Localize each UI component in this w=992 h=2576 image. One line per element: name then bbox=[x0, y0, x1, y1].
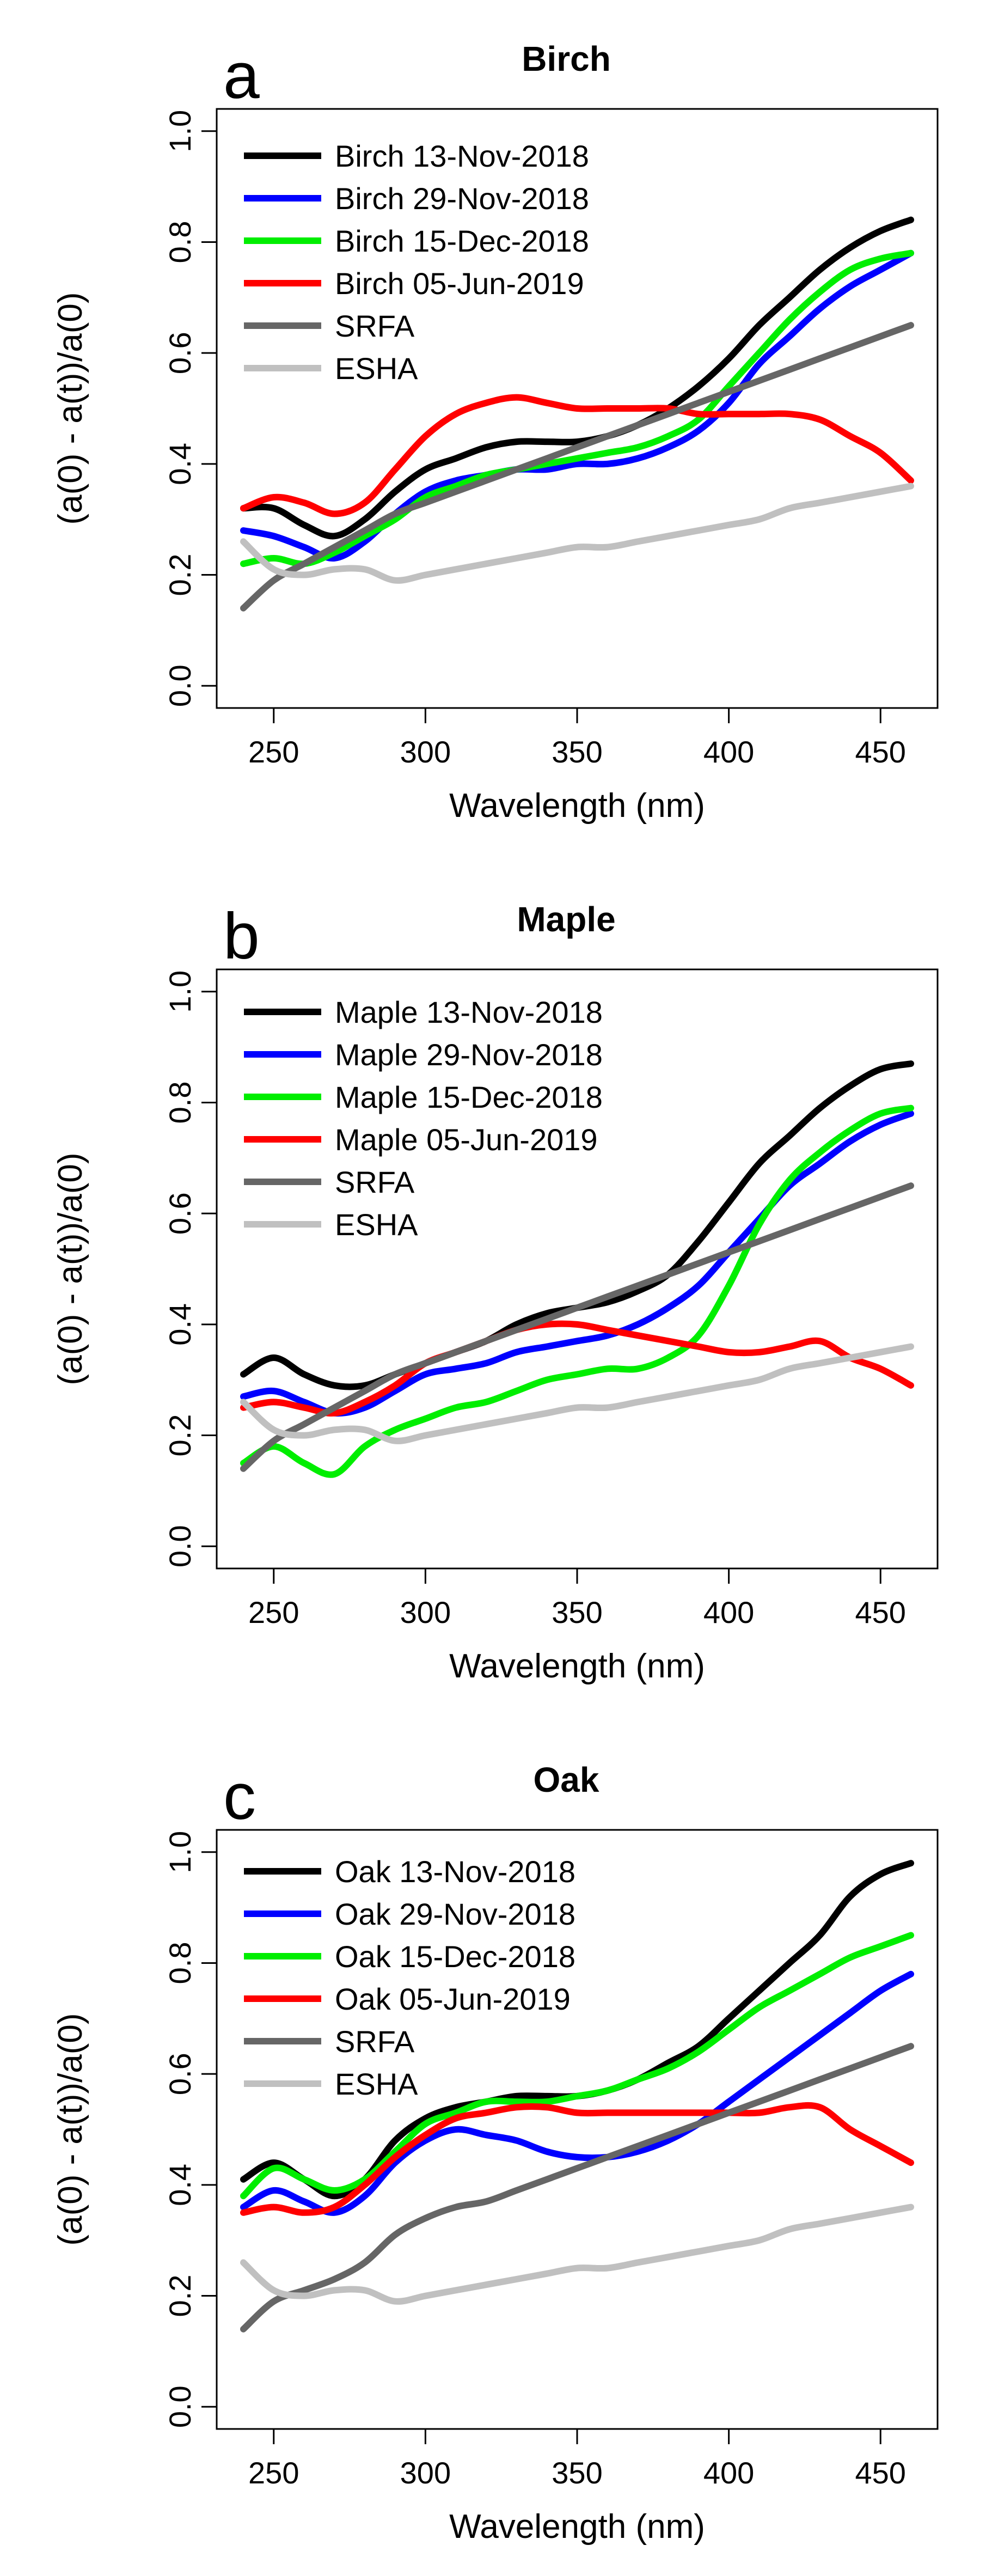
legend-label: Maple 05-Jun-2019 bbox=[335, 1122, 598, 1157]
series-line bbox=[240, 1970, 914, 2216]
x-tick-label: 300 bbox=[400, 2456, 451, 2490]
chart-panel-birch: a Birch Birch 13-Nov-2018 Birch 29-Nov-2… bbox=[52, 39, 939, 825]
legend-label: Birch 29-Nov-2018 bbox=[335, 181, 589, 216]
x-tick-label: 350 bbox=[552, 735, 602, 769]
y-tick-label: 0.2 bbox=[163, 1414, 197, 1457]
legend-label: Maple 15-Dec-2018 bbox=[335, 1080, 603, 1114]
legend: Birch 13-Nov-2018 Birch 29-Nov-2018 Birc… bbox=[244, 139, 589, 386]
plot-area: 250 300 350 400 450 0.0 0.2 0.4 0.6 0.8 1.0 bbox=[163, 1829, 939, 2490]
y-tick-label: 0.2 bbox=[163, 2275, 197, 2317]
x-axis-label: Wavelength (nm) bbox=[449, 2508, 705, 2546]
x-tick-label: 250 bbox=[248, 2456, 299, 2490]
series-line bbox=[240, 2203, 914, 2305]
legend-label: ESHA bbox=[335, 351, 418, 386]
legend-label: SRFA bbox=[335, 309, 415, 343]
legend-label: ESHA bbox=[335, 2067, 418, 2101]
legend-label: Birch 13-Nov-2018 bbox=[335, 139, 589, 173]
x-tick-label: 250 bbox=[248, 1595, 299, 1629]
legend-label: Maple 13-Nov-2018 bbox=[335, 995, 603, 1029]
legend-label: Birch 05-Jun-2019 bbox=[335, 266, 584, 301]
legend: Oak 13-Nov-2018 Oak 29-Nov-2018 Oak 15-D… bbox=[244, 1854, 575, 2101]
y-tick-label: 0.6 bbox=[163, 2053, 197, 2095]
x-axis-label: Wavelength (nm) bbox=[449, 1647, 705, 1685]
y-tick-label: 0.8 bbox=[163, 221, 197, 264]
y-tick-label: 0.0 bbox=[163, 2385, 197, 2428]
series-line bbox=[240, 1932, 914, 2200]
y-tick-label: 1.0 bbox=[163, 970, 197, 1013]
series-line bbox=[240, 249, 914, 567]
x-tick-label: 400 bbox=[703, 1595, 754, 1629]
panel-letter: a bbox=[223, 39, 260, 112]
legend-label: Maple 29-Nov-2018 bbox=[335, 1037, 603, 1072]
plot-area: 250 300 350 400 450 0.0 0.2 0.4 0.6 0.8 1.0 bbox=[163, 968, 939, 1629]
chart-panel-maple: b Maple Maple 13-Nov-2018 Maple 29-Nov-2… bbox=[52, 900, 939, 1685]
series-line bbox=[240, 1110, 914, 1417]
legend-label: SRFA bbox=[335, 1165, 415, 1199]
series-line bbox=[240, 483, 914, 584]
y-axis-label: (a(0) - a(t))/a(0) bbox=[52, 292, 89, 524]
panel-letter: c bbox=[223, 1760, 256, 1833]
y-tick-label: 0.8 bbox=[163, 1082, 197, 1124]
x-tick-label: 350 bbox=[552, 1595, 602, 1629]
y-tick-label: 1.0 bbox=[163, 110, 197, 152]
y-tick-label: 0.4 bbox=[163, 443, 197, 485]
chart-panel-oak: c Oak Oak 13-Nov-2018 Oak 29-Nov-2018 Oa… bbox=[52, 1760, 939, 2546]
x-tick-label: 350 bbox=[552, 2456, 602, 2490]
series-line bbox=[240, 1343, 914, 1444]
x-axis-label: Wavelength (nm) bbox=[449, 787, 705, 825]
chart-title: Maple bbox=[517, 900, 615, 939]
series-line bbox=[240, 322, 914, 612]
y-tick-label: 0.6 bbox=[163, 1192, 197, 1235]
series-line bbox=[240, 1182, 914, 1472]
y-tick-label: 0.4 bbox=[163, 1303, 197, 1346]
x-tick-label: 400 bbox=[703, 2456, 754, 2490]
y-axis-label: (a(0) - a(t))/a(0) bbox=[52, 1152, 89, 1385]
y-tick-label: 0.6 bbox=[163, 332, 197, 374]
legend-label: Oak 29-Nov-2018 bbox=[335, 1897, 575, 1931]
chart-title: Birch bbox=[522, 39, 611, 78]
y-tick-label: 0.0 bbox=[163, 664, 197, 707]
y-tick-label: 0.8 bbox=[163, 1942, 197, 1985]
series-line bbox=[240, 1320, 914, 1417]
panel-letter: b bbox=[223, 900, 260, 973]
series-line bbox=[240, 2043, 914, 2333]
legend-label: Birch 15-Dec-2018 bbox=[335, 224, 589, 258]
chart-title: Oak bbox=[534, 1760, 599, 1799]
series-line bbox=[240, 394, 914, 517]
legend-label: Oak 15-Dec-2018 bbox=[335, 1939, 575, 1974]
x-tick-label: 450 bbox=[855, 735, 906, 769]
x-tick-label: 450 bbox=[855, 2456, 906, 2490]
series-line bbox=[240, 2102, 914, 2216]
y-tick-label: 0.0 bbox=[163, 1525, 197, 1567]
series-line bbox=[240, 249, 914, 562]
series-line bbox=[240, 1104, 914, 1478]
plot-area: 250 300 350 400 450 0.0 0.2 0.4 0.6 0.8 1.0 bbox=[163, 108, 939, 769]
x-tick-label: 250 bbox=[248, 735, 299, 769]
y-axis-label: (a(0) - a(t))/a(0) bbox=[52, 2013, 89, 2245]
y-tick-label: 0.4 bbox=[163, 2164, 197, 2206]
x-tick-label: 450 bbox=[855, 1595, 906, 1629]
x-tick-label: 400 bbox=[703, 735, 754, 769]
y-tick-label: 0.2 bbox=[163, 554, 197, 596]
legend-label: ESHA bbox=[335, 1207, 418, 1242]
x-tick-label: 300 bbox=[400, 1595, 451, 1629]
series-line bbox=[240, 216, 914, 540]
legend-label: Oak 13-Nov-2018 bbox=[335, 1854, 575, 1889]
x-tick-label: 300 bbox=[400, 735, 451, 769]
legend-label: Oak 05-Jun-2019 bbox=[335, 1982, 571, 2016]
y-tick-label: 1.0 bbox=[163, 1831, 197, 1873]
legend: Maple 13-Nov-2018 Maple 29-Nov-2018 Mapl… bbox=[244, 995, 603, 1242]
legend-label: SRFA bbox=[335, 2024, 415, 2059]
